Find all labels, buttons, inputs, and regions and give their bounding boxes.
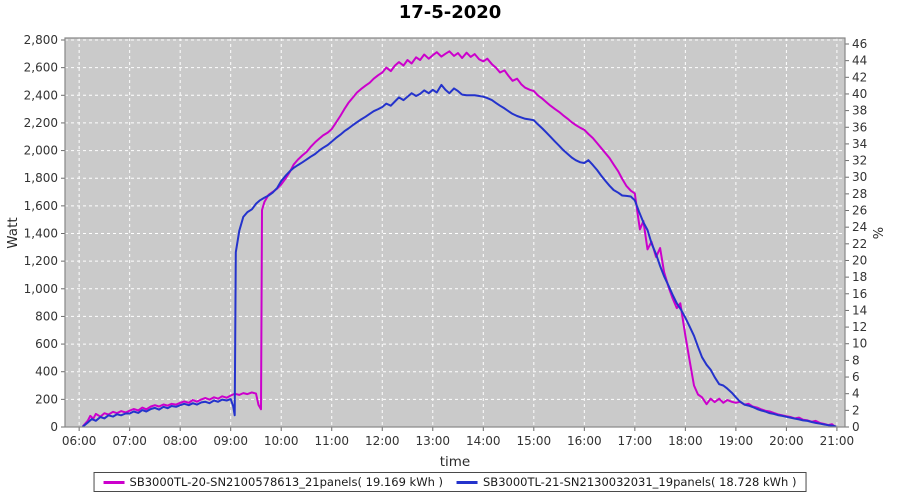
x-tick-label: 18:00 bbox=[668, 434, 703, 448]
y-right-tick-label: 46 bbox=[852, 37, 867, 51]
x-tick-label: 15:00 bbox=[517, 434, 552, 448]
y-right-tick-label: 12 bbox=[852, 320, 867, 334]
x-tick-label: 13:00 bbox=[415, 434, 450, 448]
y-right-tick-label: 32 bbox=[852, 154, 867, 168]
y-right-tick-label: 36 bbox=[852, 120, 867, 134]
chart-legend: SB3000TL-20-SN2100578613_21panels( 19.16… bbox=[93, 472, 807, 492]
y-axis-right-title: % bbox=[872, 227, 887, 239]
series-line-magenta bbox=[82, 50, 836, 428]
y-left-tick-label: 1,000 bbox=[24, 282, 58, 296]
x-tick-label: 08:00 bbox=[163, 434, 198, 448]
x-tick-label: 20:00 bbox=[769, 434, 804, 448]
legend-swatch-magenta bbox=[103, 480, 125, 484]
y-right-tick-label: 34 bbox=[852, 137, 867, 151]
x-tick-label: 11:00 bbox=[314, 434, 349, 448]
y-right-tick-label: 38 bbox=[852, 104, 867, 118]
x-axis-title: time bbox=[440, 454, 471, 470]
legend-item-blue: SB3000TL-21-SN2130032031_19panels( 18.72… bbox=[457, 475, 796, 489]
y-left-tick-label: 2,200 bbox=[24, 116, 58, 130]
plot-border bbox=[64, 37, 846, 428]
y-right-tick-label: 6 bbox=[852, 370, 860, 384]
x-tick-label: 07:00 bbox=[112, 434, 147, 448]
legend-label-magenta: SB3000TL-20-SN2100578613_21panels( 19.16… bbox=[129, 475, 443, 489]
y-right-tick-label: 14 bbox=[852, 303, 867, 317]
series-line-blue bbox=[82, 83, 837, 428]
x-tick-label: 16:00 bbox=[567, 434, 602, 448]
y-left-tick-label: 400 bbox=[35, 365, 58, 379]
y-right-tick-label: 2 bbox=[852, 403, 860, 417]
y-left-tick-label: 200 bbox=[35, 392, 58, 406]
y-left-tick-label: 2,600 bbox=[24, 61, 58, 75]
x-tick-label: 09:00 bbox=[213, 434, 248, 448]
chart-title: 17-5-2020 bbox=[398, 2, 502, 23]
plot-panel bbox=[65, 38, 845, 427]
y-left-tick-label: 0 bbox=[50, 420, 58, 434]
y-right-tick-label: 8 bbox=[852, 353, 860, 367]
plot-layer: 02004006008001,0001,2001,4001,6001,8002,… bbox=[24, 33, 868, 448]
y-left-tick-label: 1,600 bbox=[24, 199, 58, 213]
x-tick-label: 14:00 bbox=[466, 434, 501, 448]
y-right-tick-label: 16 bbox=[852, 287, 867, 301]
x-tick-label: 06:00 bbox=[62, 434, 97, 448]
y-left-tick-label: 2,400 bbox=[24, 88, 58, 102]
y-right-tick-label: 26 bbox=[852, 204, 867, 218]
x-tick-label: 10:00 bbox=[264, 434, 299, 448]
y-right-tick-label: 10 bbox=[852, 337, 867, 351]
y-right-tick-label: 24 bbox=[852, 220, 867, 234]
y-axis-left-title: Watt bbox=[5, 217, 21, 248]
y-left-tick-label: 800 bbox=[35, 309, 58, 323]
y-right-tick-label: 18 bbox=[852, 270, 867, 284]
y-right-tick-label: 42 bbox=[852, 70, 867, 84]
x-tick-label: 17:00 bbox=[618, 434, 653, 448]
x-tick-label: 12:00 bbox=[365, 434, 400, 448]
y-left-tick-label: 1,400 bbox=[24, 227, 58, 241]
legend-item-magenta: SB3000TL-20-SN2100578613_21panels( 19.16… bbox=[103, 475, 443, 489]
y-right-tick-label: 4 bbox=[852, 387, 860, 401]
legend-swatch-blue bbox=[457, 480, 478, 484]
chart-svg: 02004006008001,0001,2001,4001,6001,8002,… bbox=[5, 33, 887, 470]
x-tick-label: 19:00 bbox=[719, 434, 754, 448]
y-right-tick-label: 28 bbox=[852, 187, 867, 201]
y-left-tick-label: 2,000 bbox=[24, 144, 58, 158]
y-right-tick-label: 0 bbox=[852, 420, 860, 434]
y-right-tick-label: 40 bbox=[852, 87, 867, 101]
y-left-tick-label: 600 bbox=[35, 337, 58, 351]
y-left-tick-label: 2,800 bbox=[24, 33, 58, 47]
y-right-tick-label: 30 bbox=[852, 170, 867, 184]
y-left-tick-label: 1,800 bbox=[24, 171, 58, 185]
legend-label-blue: SB3000TL-21-SN2130032031_19panels( 18.72… bbox=[483, 475, 797, 489]
x-tick-label: 21:00 bbox=[820, 434, 855, 448]
y-right-tick-label: 44 bbox=[852, 54, 867, 68]
y-right-tick-label: 20 bbox=[852, 253, 867, 267]
y-left-tick-label: 1,200 bbox=[24, 254, 58, 268]
y-right-tick-label: 22 bbox=[852, 237, 867, 251]
